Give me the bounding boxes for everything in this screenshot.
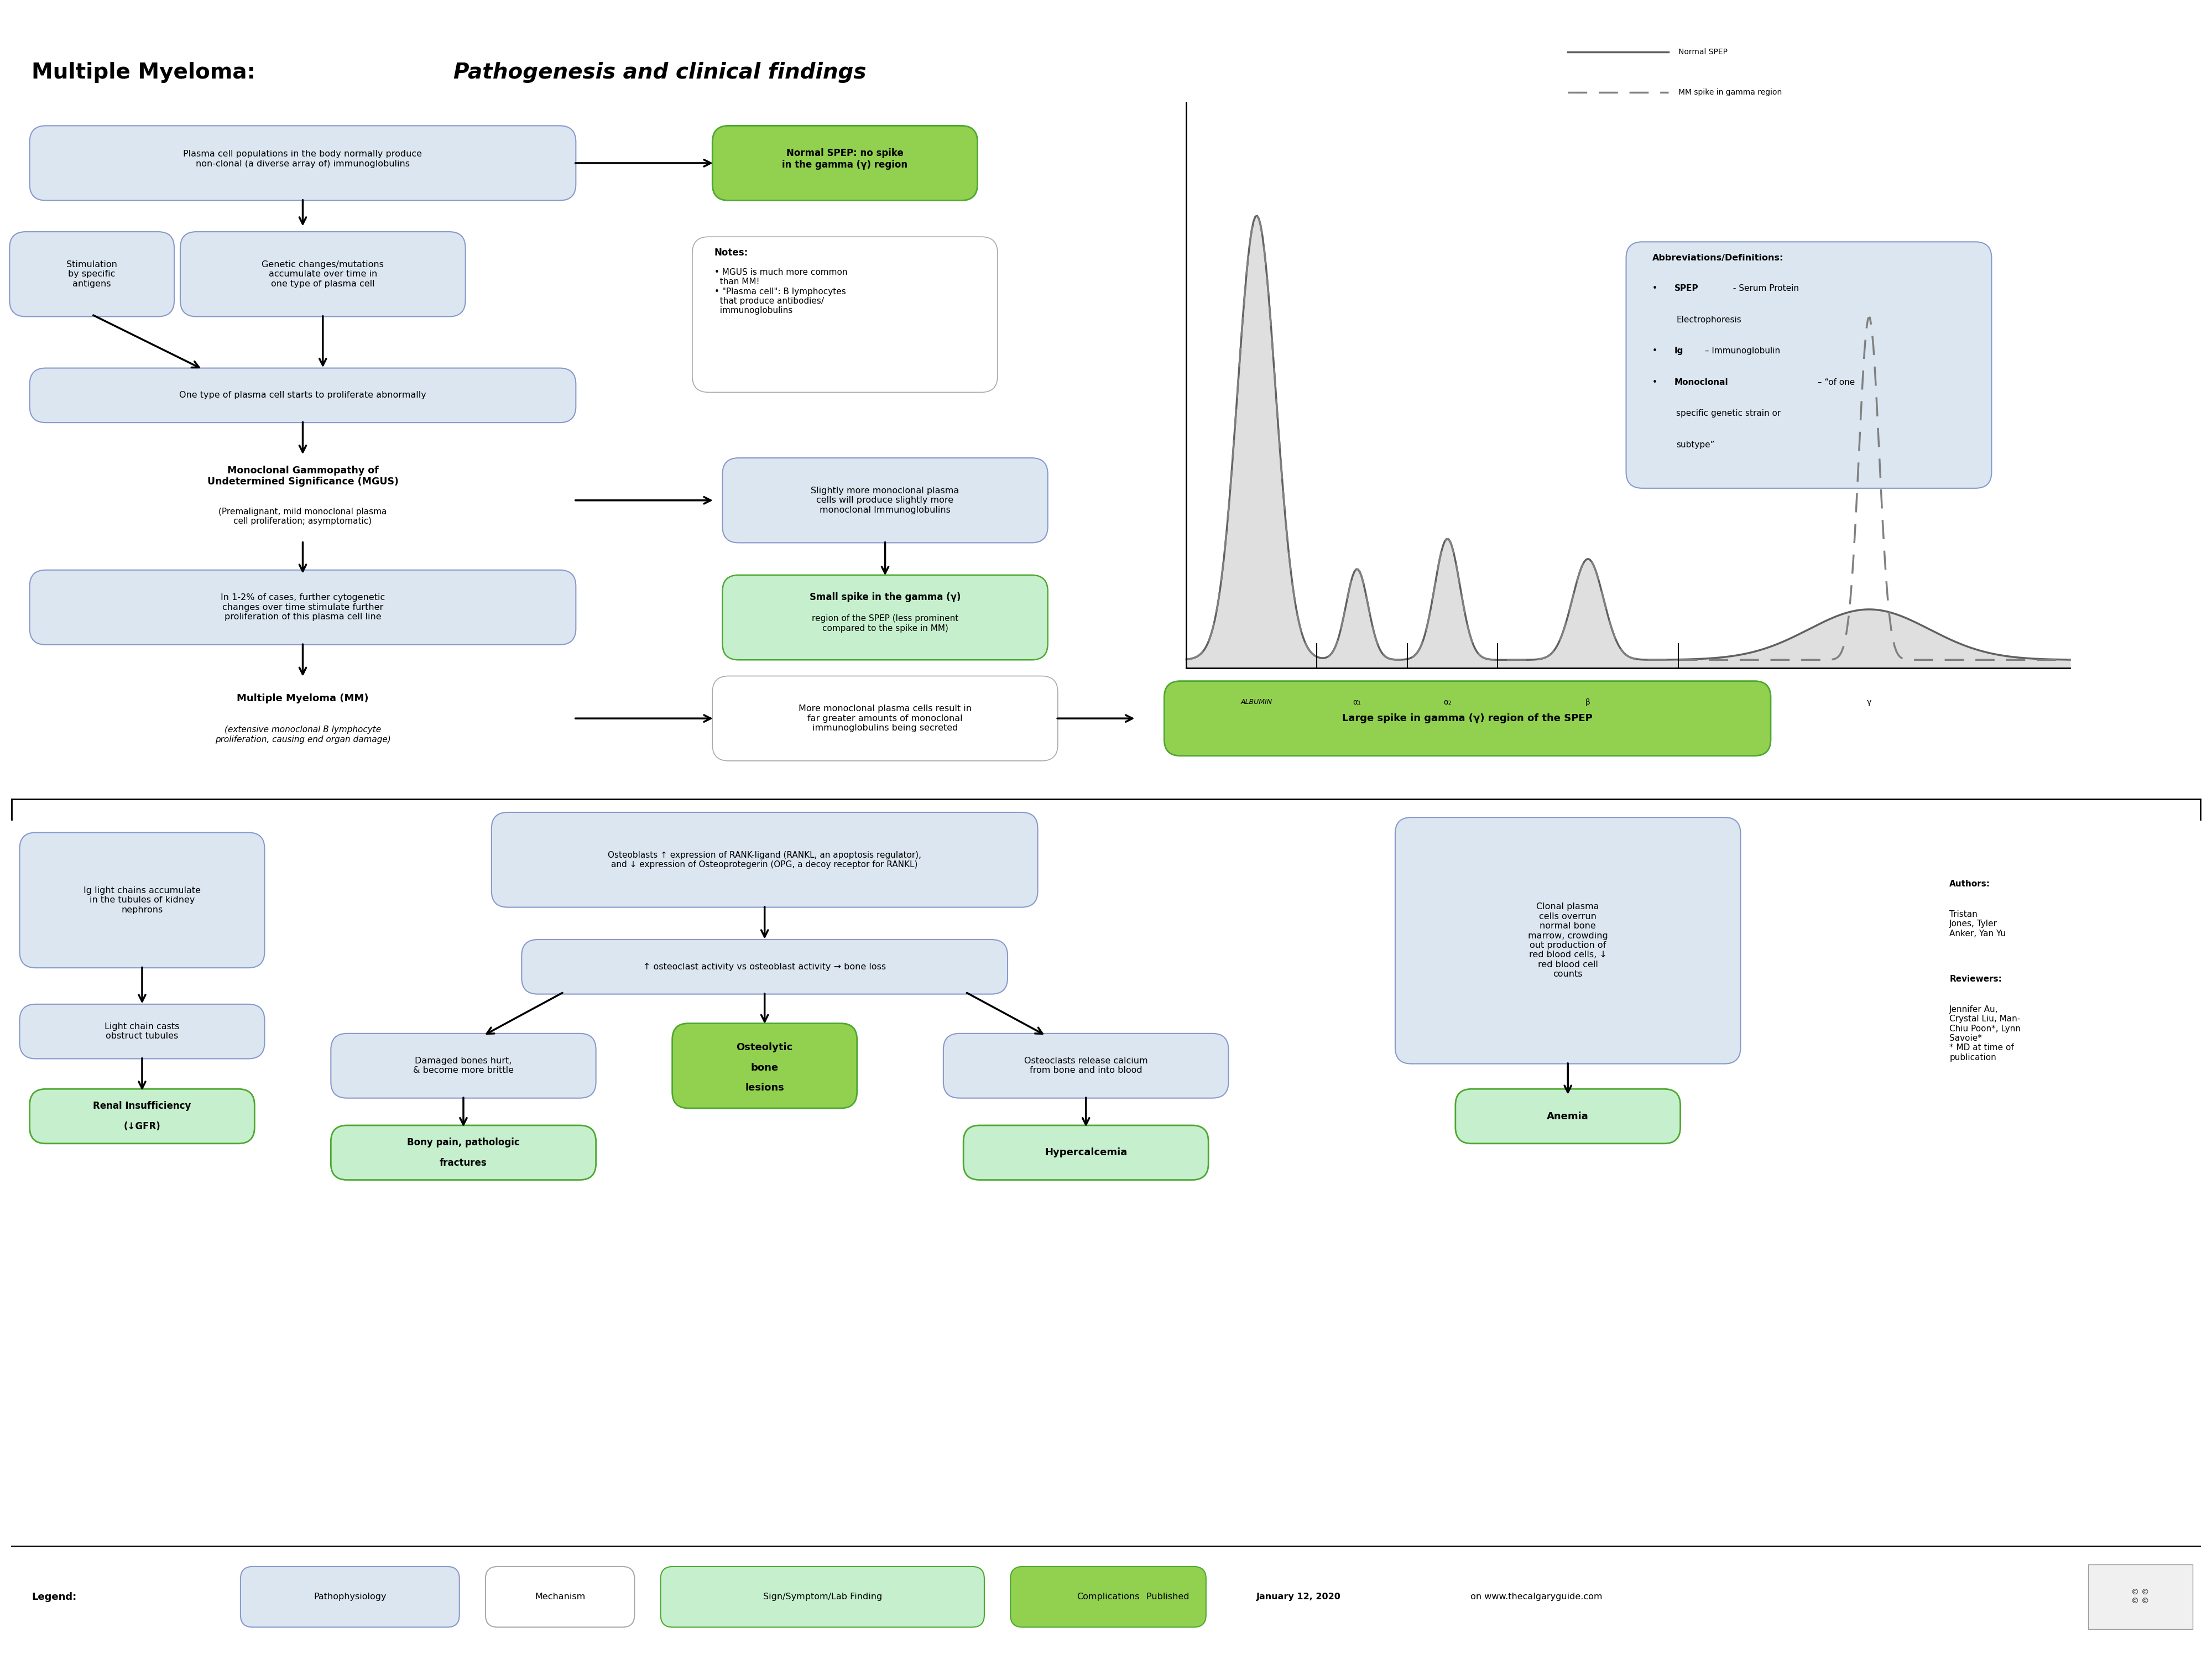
Text: Light chain casts
obstruct tubules: Light chain casts obstruct tubules — [104, 1022, 179, 1040]
Text: Monoclonal: Monoclonal — [1674, 378, 1728, 387]
Text: – Immunoglobulin: – Immunoglobulin — [1703, 347, 1781, 355]
Text: Sign/Symptom/Lab Finding: Sign/Symptom/Lab Finding — [763, 1593, 883, 1601]
Text: •: • — [1652, 347, 1659, 355]
FancyBboxPatch shape — [332, 1125, 595, 1180]
Text: Osteoblasts ↑ expression of RANK-ligand (RANKL, an apoptosis regulator),
and ↓ e: Osteoblasts ↑ expression of RANK-ligand … — [608, 851, 922, 869]
FancyBboxPatch shape — [1164, 682, 1770, 757]
FancyBboxPatch shape — [29, 1088, 254, 1143]
Text: Ig light chains accumulate
in the tubules of kidney
nephrons: Ig light chains accumulate in the tubule… — [84, 886, 201, 914]
Text: MM spike in gamma region: MM spike in gamma region — [1679, 88, 1783, 96]
Text: (Premalignant, mild monoclonal plasma
cell proliferation; asymptomatic): (Premalignant, mild monoclonal plasma ce… — [219, 508, 387, 526]
FancyBboxPatch shape — [1455, 1088, 1681, 1143]
Text: •: • — [1652, 284, 1659, 292]
Text: Slightly more monoclonal plasma
cells will produce slightly more
monoclonal Immu: Slightly more monoclonal plasma cells wi… — [812, 486, 960, 514]
Text: Normal SPEP: no spike
in the gamma (γ) region: Normal SPEP: no spike in the gamma (γ) r… — [783, 148, 907, 169]
Text: Osteolytic: Osteolytic — [737, 1042, 792, 1052]
Text: Large spike in gamma (γ) region of the SPEP: Large spike in gamma (γ) region of the S… — [1343, 713, 1593, 723]
Text: γ: γ — [1867, 698, 1871, 707]
Text: Renal Insufficiency: Renal Insufficiency — [93, 1102, 190, 1112]
Text: - Serum Protein: - Serum Protein — [1730, 284, 1798, 292]
Text: fractures: fractures — [440, 1158, 487, 1168]
Text: © ©
© ©: © © © © — [2132, 1589, 2150, 1606]
Text: Osteoclasts release calcium
from bone and into blood: Osteoclasts release calcium from bone an… — [1024, 1057, 1148, 1075]
FancyBboxPatch shape — [1396, 818, 1741, 1063]
Text: Electrophoresis: Electrophoresis — [1677, 315, 1741, 324]
FancyBboxPatch shape — [9, 232, 175, 317]
Text: Damaged bones hurt,
& become more brittle: Damaged bones hurt, & become more brittl… — [414, 1057, 513, 1075]
Text: on www.thecalgaryguide.com: on www.thecalgaryguide.com — [1467, 1593, 1601, 1601]
Text: Genetic changes/mutations
accumulate over time in
one type of plasma cell: Genetic changes/mutations accumulate ove… — [261, 260, 385, 289]
Text: (extensive monoclonal B lymphocyte
proliferation, causing end organ damage): (extensive monoclonal B lymphocyte proli… — [215, 725, 392, 743]
Text: region of the SPEP (less prominent
compared to the spike in MM): region of the SPEP (less prominent compa… — [812, 614, 958, 632]
Text: One type of plasma cell starts to proliferate abnormally: One type of plasma cell starts to prolif… — [179, 392, 427, 400]
Text: Published: Published — [1146, 1593, 1192, 1601]
FancyBboxPatch shape — [672, 1024, 856, 1108]
Text: Stimulation
by specific
antigens: Stimulation by specific antigens — [66, 260, 117, 289]
Text: Clonal plasma
cells overrun
normal bone
marrow, crowding
out production of
red b: Clonal plasma cells overrun normal bone … — [1528, 902, 1608, 979]
Text: Notes:: Notes: — [714, 247, 748, 257]
FancyBboxPatch shape — [522, 939, 1009, 994]
FancyBboxPatch shape — [661, 1566, 984, 1627]
FancyBboxPatch shape — [29, 126, 575, 201]
Text: bone: bone — [750, 1063, 779, 1073]
Text: Pathogenesis and clinical findings: Pathogenesis and clinical findings — [453, 61, 867, 83]
Text: Small spike in the gamma (γ): Small spike in the gamma (γ) — [810, 592, 960, 602]
FancyBboxPatch shape — [964, 1125, 1208, 1180]
Text: Anemia: Anemia — [1546, 1112, 1588, 1121]
FancyBboxPatch shape — [179, 232, 465, 317]
Text: Jennifer Au,
Crystal Liu, Man-
Chiu Poon*, Lynn
Savoie*
* MD at time of
publicat: Jennifer Au, Crystal Liu, Man- Chiu Poon… — [1949, 1005, 2022, 1062]
FancyBboxPatch shape — [29, 571, 575, 645]
Text: Authors:: Authors: — [1949, 879, 1991, 888]
Text: Monoclonal Gammopathy of
Undetermined Significance (MGUS): Monoclonal Gammopathy of Undetermined Si… — [208, 466, 398, 486]
Text: Hypercalcemia: Hypercalcemia — [1044, 1148, 1128, 1158]
FancyBboxPatch shape — [942, 1034, 1228, 1098]
Text: Multiple Myeloma (MM): Multiple Myeloma (MM) — [237, 693, 369, 703]
Text: Plasma cell populations in the body normally produce
non-clonal (a diverse array: Plasma cell populations in the body norm… — [184, 149, 422, 168]
FancyBboxPatch shape — [1011, 1566, 1206, 1627]
Text: α₂: α₂ — [1444, 698, 1451, 707]
Text: Normal SPEP: Normal SPEP — [1679, 48, 1728, 56]
Text: Ig: Ig — [1674, 347, 1683, 355]
FancyBboxPatch shape — [484, 1566, 635, 1627]
FancyBboxPatch shape — [1626, 242, 1991, 488]
Text: ↑ osteoclast activity vs osteoblast activity → bone loss: ↑ osteoclast activity vs osteoblast acti… — [644, 962, 887, 971]
Text: Tristan
Jones, Tyler
Anker, Yan Yu: Tristan Jones, Tyler Anker, Yan Yu — [1949, 911, 2006, 937]
Text: • MGUS is much more common
  than MM!
• "Plasma cell": B lymphocytes
  that prod: • MGUS is much more common than MM! • "P… — [714, 269, 847, 315]
FancyBboxPatch shape — [712, 675, 1057, 761]
Text: Reviewers:: Reviewers: — [1949, 975, 2002, 984]
FancyBboxPatch shape — [241, 1566, 460, 1627]
Text: In 1-2% of cases, further cytogenetic
changes over time stimulate further
prolif: In 1-2% of cases, further cytogenetic ch… — [221, 594, 385, 620]
Text: Complications: Complications — [1077, 1593, 1139, 1601]
Text: Pathophysiology: Pathophysiology — [314, 1593, 387, 1601]
Text: •: • — [1652, 378, 1659, 387]
Text: SPEP: SPEP — [1674, 284, 1699, 292]
FancyBboxPatch shape — [712, 126, 978, 201]
Text: subtype”: subtype” — [1677, 441, 1714, 450]
FancyBboxPatch shape — [2088, 1564, 2192, 1629]
Text: Multiple Myeloma:: Multiple Myeloma: — [31, 61, 263, 83]
Text: α₁: α₁ — [1354, 698, 1360, 707]
FancyBboxPatch shape — [332, 1034, 595, 1098]
Text: specific genetic strain or: specific genetic strain or — [1677, 410, 1781, 418]
FancyBboxPatch shape — [20, 833, 265, 967]
Text: ALBUMIN: ALBUMIN — [1241, 698, 1272, 705]
FancyBboxPatch shape — [20, 1004, 265, 1058]
Text: Bony pain, pathologic: Bony pain, pathologic — [407, 1138, 520, 1148]
Text: (↓GFR): (↓GFR) — [124, 1121, 161, 1131]
Text: Legend:: Legend: — [31, 1593, 77, 1603]
FancyBboxPatch shape — [723, 458, 1048, 542]
FancyBboxPatch shape — [491, 813, 1037, 907]
Text: More monoclonal plasma cells result in
far greater amounts of monoclonal
immunog: More monoclonal plasma cells result in f… — [799, 705, 971, 732]
FancyBboxPatch shape — [723, 576, 1048, 660]
Text: lesions: lesions — [745, 1083, 785, 1093]
Text: – “of one: – “of one — [1814, 378, 1856, 387]
Text: Abbreviations/Definitions:: Abbreviations/Definitions: — [1652, 254, 1783, 262]
FancyBboxPatch shape — [692, 237, 998, 392]
Text: January 12, 2020: January 12, 2020 — [1256, 1593, 1340, 1601]
Text: Mechanism: Mechanism — [535, 1593, 586, 1601]
FancyBboxPatch shape — [29, 368, 575, 423]
Text: β: β — [1586, 698, 1590, 707]
